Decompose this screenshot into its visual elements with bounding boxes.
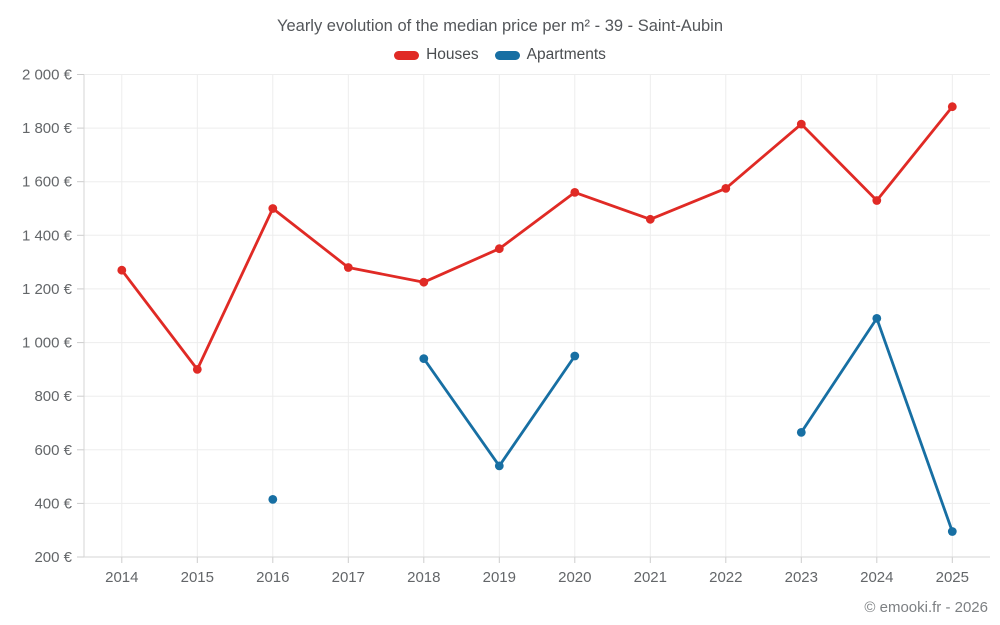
- legend-label-apartments: Apartments: [526, 46, 606, 63]
- x-axis-tick-label: 2018: [407, 569, 440, 586]
- chart-title: Yearly evolution of the median price per…: [276, 17, 724, 35]
- x-axis-tick-label: 2025: [936, 569, 969, 586]
- data-point-houses-2020[interactable]: [570, 188, 580, 197]
- legend-label-houses: Houses: [426, 46, 479, 63]
- x-axis-tick-label: 2015: [181, 569, 214, 586]
- data-point-houses-2022[interactable]: [721, 184, 731, 193]
- data-point-houses-2023[interactable]: [796, 119, 806, 129]
- legend-item-apartments[interactable]: Apartments: [494, 46, 606, 64]
- data-point-apartments-2019[interactable]: [494, 461, 504, 471]
- data-point-houses-2018[interactable]: [419, 277, 429, 287]
- y-axis-tick-label: 400 €: [34, 495, 72, 512]
- data-point-houses-2016[interactable]: [268, 204, 278, 213]
- x-axis-tick-label: 2023: [785, 569, 818, 586]
- data-point-apartments-2025[interactable]: [947, 527, 957, 536]
- x-axis-tick-label: 2014: [105, 569, 138, 586]
- x-axis-tick-label: 2017: [332, 569, 365, 586]
- y-axis-tick-label: 1 400 €: [22, 227, 73, 244]
- chart-legend: Houses Apartments: [0, 46, 1000, 64]
- y-axis-tick-label: 1 600 €: [22, 174, 73, 191]
- data-point-houses-2017[interactable]: [343, 263, 353, 272]
- data-point-houses-2014[interactable]: [117, 265, 127, 275]
- y-axis-tick-label: 600 €: [34, 442, 72, 459]
- data-point-houses-2015[interactable]: [192, 365, 202, 374]
- data-point-houses-2019[interactable]: [494, 244, 504, 254]
- x-axis-tick-label: 2024: [860, 569, 893, 586]
- legend-swatch-houses-icon: [394, 50, 420, 60]
- x-axis-tick-label: 2020: [558, 569, 591, 586]
- y-axis-tick-label: 200 €: [34, 549, 72, 566]
- series-line-apartments: [422, 317, 954, 533]
- data-point-houses-2024[interactable]: [872, 196, 882, 205]
- legend-swatch-apartments-icon: [494, 50, 520, 60]
- data-point-houses-2025[interactable]: [947, 102, 957, 112]
- x-axis-tick-label: 2021: [634, 569, 667, 586]
- y-axis-tick-label: 800 €: [34, 388, 72, 405]
- y-axis-tick-label: 1 000 €: [22, 335, 73, 352]
- x-axis-tick-label: 2016: [256, 569, 289, 586]
- data-point-houses-2021[interactable]: [645, 214, 655, 224]
- data-point-apartments-2016[interactable]: [268, 495, 278, 504]
- y-axis-tick-label: 1 800 €: [22, 120, 73, 137]
- chart-credit: © emooki.fr - 2026: [864, 599, 988, 616]
- legend-item-houses[interactable]: Houses: [394, 46, 479, 64]
- data-point-apartments-2018[interactable]: [419, 354, 429, 363]
- x-axis-tick-label: 2022: [709, 569, 742, 586]
- y-axis-tick-label: 1 200 €: [22, 281, 73, 298]
- series-line-houses: [120, 105, 954, 371]
- data-point-apartments-2020[interactable]: [570, 351, 580, 361]
- y-axis-tick-label: 2 000 €: [22, 67, 73, 84]
- data-point-apartments-2024[interactable]: [872, 314, 882, 323]
- x-axis-tick-label: 2019: [483, 569, 516, 586]
- data-point-apartments-2023[interactable]: [796, 428, 806, 437]
